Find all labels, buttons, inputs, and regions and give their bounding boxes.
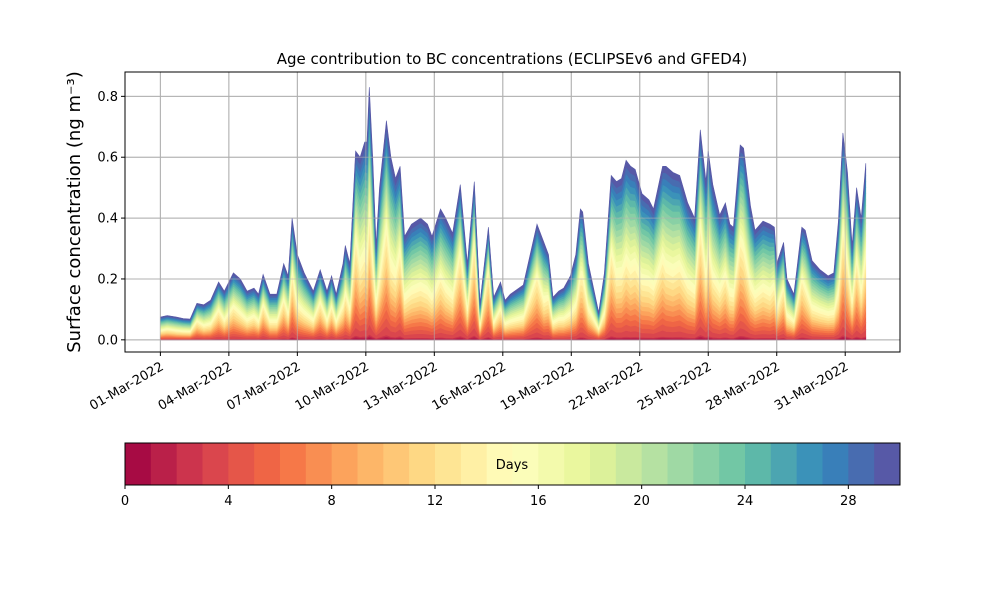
colorbar-bin-16 [538,443,565,485]
colorbar-bin-9 [357,443,384,485]
x-tick-label: 04-Mar-2022 [156,359,235,413]
y-tick-label: 0.0 [97,333,118,348]
x-tick-label: 28-Mar-2022 [704,359,783,413]
colorbar-bin-11 [409,443,436,485]
colorbar-bin-22 [693,443,720,485]
x-tick-label: 19-Mar-2022 [498,359,577,413]
grid-overlay [125,72,900,352]
colorbar-bin-4 [228,443,255,485]
colorbar-tick-label: 28 [840,494,857,509]
x-tick-label: 22-Mar-2022 [567,359,646,413]
x-tick-label: 13-Mar-2022 [361,359,440,413]
colorbar-bin-13 [460,443,488,485]
colorbar-tick-label: 0 [121,494,129,509]
colorbar: 0 4 8 12 16 20 24 28 [121,443,901,509]
x-tick-label: 07-Mar-2022 [224,359,303,413]
colorbar-tick-label: 12 [427,494,444,509]
chart-title: Age contribution to BC concentrations (E… [277,50,748,68]
colorbar-bin-15 [512,443,539,485]
colorbar-bin-23 [719,443,746,485]
x-tick-label: 25-Mar-2022 [635,359,714,413]
colorbar-bin-26 [796,443,823,485]
y-tick-label: 0.8 [97,90,118,105]
stacked-areas [160,87,867,341]
y-axis-label: Surface concentration (ng m⁻³) [64,71,85,353]
colorbar-bin-0 [125,443,152,485]
y-axis: 0.0 0.2 0.4 0.6 0.8 [97,90,125,348]
colorbar-tick-label: 20 [633,494,650,509]
x-tick-label: 16-Mar-2022 [430,359,509,413]
colorbar-bin-8 [331,443,358,485]
colorbar-label: Days [496,458,529,473]
colorbar-bin-7 [305,443,333,485]
colorbar-bin-25 [770,443,798,485]
colorbar-bin-19 [615,443,643,485]
colorbar-bin-18 [590,443,617,485]
colorbar-tick-label: 8 [328,494,336,509]
y-tick-label: 0.2 [97,272,118,287]
colorbar-bin-10 [383,443,410,485]
x-tick-label: 01-Mar-2022 [87,359,166,413]
colorbar-bin-17 [564,443,591,485]
colorbar-bin-12 [435,443,462,485]
colorbar-frame [124,442,901,486]
x-tick-label: 31-Mar-2022 [772,359,851,413]
colorbar-bin-2 [176,443,203,485]
colorbar-bin-6 [280,443,307,485]
plot-frame [124,71,901,353]
colorbar-bin-24 [745,443,772,485]
colorbar-bin-5 [254,443,281,485]
colorbar-bin-3 [202,443,229,485]
age-layer-29-days [160,87,867,321]
colorbar-bin-20 [641,443,668,485]
y-tick-label: 0.6 [97,151,118,166]
colorbar-bin-29 [874,443,901,485]
colorbar-tick-label: 16 [530,494,547,509]
y-tick-label: 0.4 [97,212,118,227]
colorbar-bin-1 [150,443,178,485]
x-axis: 01-Mar-202204-Mar-202207-Mar-202210-Mar-… [87,352,851,414]
colorbar-bin-28 [848,443,875,485]
colorbar-tick-label: 24 [737,494,754,509]
colorbar-bin-14 [486,443,513,485]
x-tick-label: 10-Mar-2022 [293,359,372,413]
colorbar-bin-21 [667,443,694,485]
colorbar-tick-label: 4 [224,494,232,509]
colorbar-bin-27 [822,443,849,485]
